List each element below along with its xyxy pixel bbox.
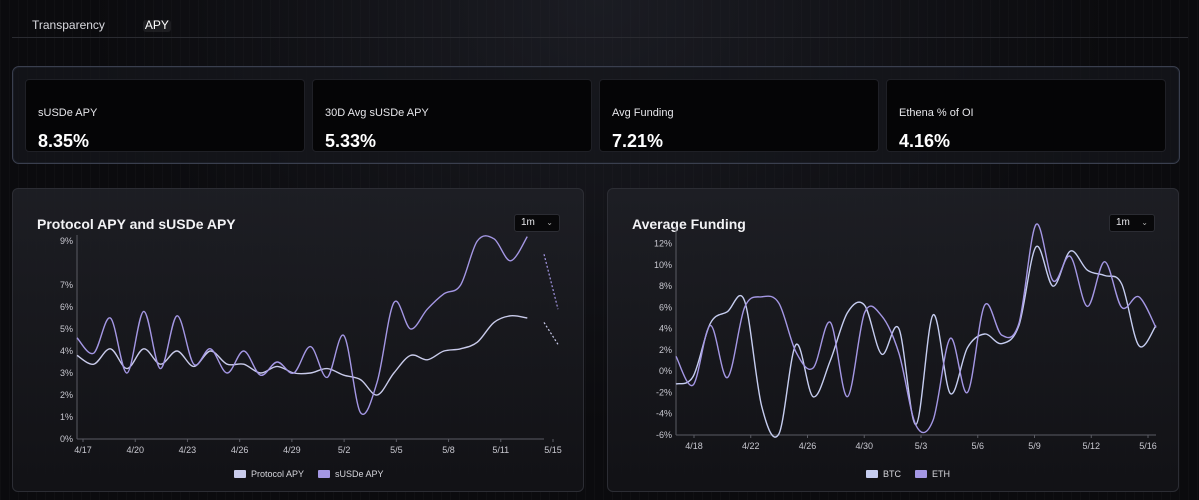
- stat-card-avg-funding: Avg Funding 7.21%: [599, 79, 879, 152]
- legend-label: sUSDe APY: [335, 469, 384, 479]
- range-select-value: 1m: [1116, 217, 1130, 228]
- x-tick-label: 4/22: [742, 441, 760, 451]
- stat-card-30d-avg-susde-apy: 30D Avg sUSDe APY 5.33%: [312, 79, 592, 152]
- y-tick-label: 3%: [60, 368, 73, 378]
- stat-card-ethena-pct-oi: Ethena % of OI 4.16%: [886, 79, 1166, 152]
- range-select[interactable]: 1m ⌄: [1109, 214, 1155, 232]
- x-tick-label: 4/18: [685, 441, 703, 451]
- y-tick-label: 6%: [60, 302, 73, 312]
- chart-title: Protocol APY and sUSDe APY: [37, 216, 236, 232]
- range-select-value: 1m: [521, 217, 535, 228]
- y-tick-label: 9%: [60, 236, 73, 246]
- series-line-eth: [675, 223, 1157, 434]
- funding-chart-panel: Average Funding 1m ⌄ 12% 10% 8% 6% 4% 2% 0% -2%…: [607, 188, 1179, 492]
- y-tick-label: -4%: [656, 409, 672, 419]
- y-tick-label: 4%: [659, 324, 672, 334]
- chart-legend: BTC ETH: [866, 469, 950, 479]
- x-tick-label: 5/16: [1139, 441, 1157, 451]
- x-tick-label: 5/15: [544, 445, 562, 455]
- chart-legend: Protocol APY sUSDe APY: [234, 469, 384, 479]
- x-tick-label: 4/23: [179, 445, 197, 455]
- x-tick-label: 5/8: [442, 445, 455, 455]
- y-tick-label: 2%: [60, 390, 73, 400]
- y-tick-label: 4%: [60, 346, 73, 356]
- legend-label: BTC: [883, 469, 901, 479]
- y-tick-label: -2%: [656, 387, 672, 397]
- stat-card-susde-apy: sUSDe APY 8.35%: [25, 79, 305, 152]
- legend-swatch: [866, 470, 878, 478]
- stat-value: 5.33%: [325, 131, 377, 151]
- series-line-protocol-apy: [76, 314, 528, 396]
- series-line-btc: [675, 245, 1157, 438]
- y-tick-label: 7%: [60, 280, 73, 290]
- x-tick-label: 4/17: [74, 445, 92, 455]
- legend-label: Protocol APY: [251, 469, 305, 479]
- x-tick-label: 5/5: [390, 445, 403, 455]
- legend-swatch: [234, 470, 246, 478]
- y-tick-label: 1%: [60, 412, 73, 422]
- legend-swatch: [915, 470, 927, 478]
- x-tick-label: 4/20: [126, 445, 144, 455]
- x-tick-label: 4/26: [231, 445, 249, 455]
- stat-label: Ethena % of OI: [899, 107, 974, 119]
- y-tick-label: 6%: [659, 302, 672, 312]
- stat-label: Avg Funding: [612, 107, 674, 119]
- series-projection-protocol-apy: [543, 322, 559, 345]
- series-projection-susde-apy: [543, 254, 559, 310]
- y-tick-label: 10%: [654, 260, 672, 270]
- tab-apy[interactable]: APY: [125, 0, 189, 38]
- stat-value: 7.21%: [612, 131, 664, 151]
- apy-chart-panel: Protocol APY and sUSDe APY 1m ⌄ 9% 7% 6% 5%…: [12, 188, 584, 492]
- y-tick-label: 0%: [659, 366, 672, 376]
- series-line-susde-apy: [76, 235, 528, 415]
- chevron-down-icon: ⌄: [1141, 218, 1148, 227]
- top-navigation: Transparency APY: [12, 0, 1188, 38]
- legend-item-btc[interactable]: BTC: [866, 469, 901, 479]
- x-tick-label: 4/30: [855, 441, 873, 451]
- range-select[interactable]: 1m ⌄: [514, 214, 560, 232]
- x-tick-label: 5/11: [492, 445, 509, 455]
- x-tick-label: 5/2: [338, 445, 351, 455]
- y-tick-label: 12%: [654, 239, 672, 249]
- x-tick-label: 5/9: [1028, 441, 1041, 451]
- x-tick-label: 5/12: [1082, 441, 1100, 451]
- funding-line-chart: 12% 10% 8% 6% 4% 2% 0% -2% -4% -6% 4/18 4/22 4/26 4/3…: [654, 223, 1157, 451]
- legend-item-susde-apy[interactable]: sUSDe APY: [318, 469, 384, 479]
- legend-label: ETH: [932, 469, 950, 479]
- tab-transparency[interactable]: Transparency: [32, 17, 105, 32]
- stat-value: 4.16%: [899, 131, 951, 151]
- chart-title: Average Funding: [632, 216, 746, 232]
- y-tick-label: -6%: [656, 430, 672, 440]
- stats-panel: sUSDe APY 8.35% 30D Avg sUSDe APY 5.33% …: [12, 66, 1180, 164]
- x-tick-label: 4/29: [283, 445, 301, 455]
- x-tick-label: 5/3: [915, 441, 928, 451]
- y-tick-label: 5%: [60, 324, 73, 334]
- x-tick-label: 4/26: [799, 441, 817, 451]
- legend-item-eth[interactable]: ETH: [915, 469, 950, 479]
- y-tick-label: 2%: [659, 345, 672, 355]
- stat-label: sUSDe APY: [38, 107, 98, 119]
- x-tick-label: 5/6: [971, 441, 984, 451]
- stat-value: 8.35%: [38, 131, 90, 151]
- stat-label: 30D Avg sUSDe APY: [325, 107, 429, 119]
- legend-item-protocol-apy[interactable]: Protocol APY: [234, 469, 304, 479]
- y-tick-label: 0%: [60, 434, 73, 444]
- apy-line-chart: 9% 7% 6% 5% 4% 3% 2% 1% 0%4/17 4/20 4/23 4/26 4/29 5/…: [60, 235, 562, 455]
- chevron-down-icon: ⌄: [546, 218, 553, 227]
- y-tick-label: 8%: [659, 281, 672, 291]
- legend-swatch: [318, 470, 331, 478]
